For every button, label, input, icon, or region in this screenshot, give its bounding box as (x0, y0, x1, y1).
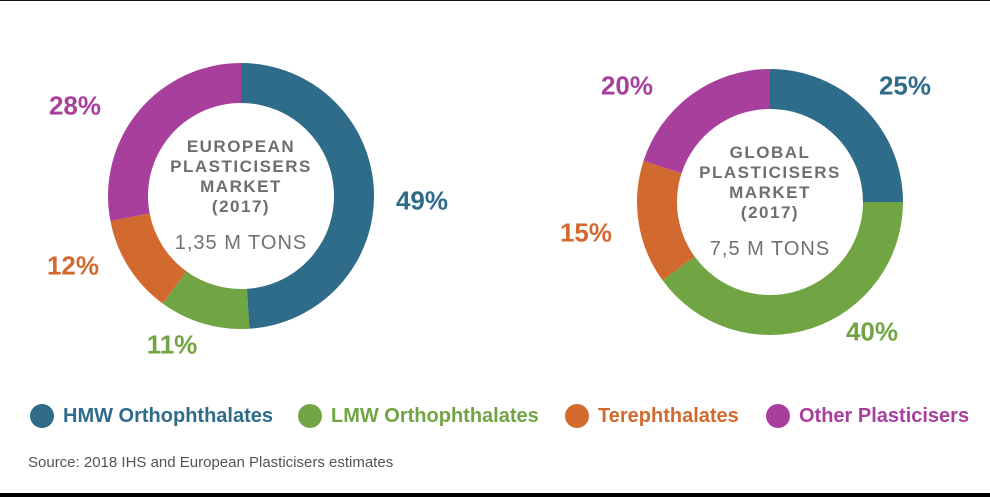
legend-label: Terephthalates (598, 404, 739, 427)
donut-segment-other-plasticisers (108, 63, 241, 221)
legend-dot-icon (565, 404, 589, 428)
segment-label-global-other: 20% (600, 70, 654, 101)
donut-segment-hmw-orthophthalates (241, 62, 375, 329)
top-border-line (0, 0, 990, 1)
donut-chart-european: EUROPEAN PLASTICISERS MARKET (2017) 1,35… (103, 58, 379, 334)
donut-segment-hmw-orthophthalates (770, 69, 903, 202)
segment-label-global-terephthalates: 15% (559, 217, 613, 248)
segment-label-european-hmw: 49% (395, 185, 449, 216)
legend-label: Other Plasticisers (799, 404, 970, 427)
donut-segment-lmw-orthophthalates (662, 202, 903, 336)
segment-label-european-lmw: 11% (146, 329, 198, 360)
segment-label-european-other: 28% (48, 90, 102, 121)
donut-european-svg (108, 62, 375, 330)
legend-dot-icon (30, 404, 54, 428)
donut-segment-other-plasticisers (643, 69, 770, 174)
source-caption: Source: 2018 IHS and European Plasticise… (28, 454, 394, 471)
segment-label-global-lmw: 40% (845, 316, 899, 347)
donut-segment-terephthalates (110, 213, 187, 304)
legend-label: LMW Orthophthalates (331, 404, 539, 427)
legend-dot-icon (298, 404, 322, 428)
segment-label-global-hmw: 25% (878, 70, 932, 101)
legend-item-lmw-orthophthalates: LMW Orthophthalates (298, 404, 539, 428)
segment-label-european-terephthalates: 12% (46, 250, 100, 281)
donut-global-svg (636, 69, 903, 336)
donut-segment-terephthalates (636, 160, 695, 281)
legend-label: HMW Orthophthalates (63, 404, 273, 427)
bottom-border-bar (0, 493, 990, 497)
donut-segment-lmw-orthophthalates (162, 271, 250, 330)
donut-chart-global: GLOBAL PLASTICISERS MARKET (2017) 7,5 M … (632, 64, 908, 340)
legend-item-other-plasticisers: Other Plasticisers (766, 404, 969, 428)
legend-item-hmw-orthophthalates: HMW Orthophthalates (30, 404, 273, 428)
legend-item-terephthalates: Terephthalates (565, 404, 739, 428)
legend-dot-icon (766, 404, 790, 428)
